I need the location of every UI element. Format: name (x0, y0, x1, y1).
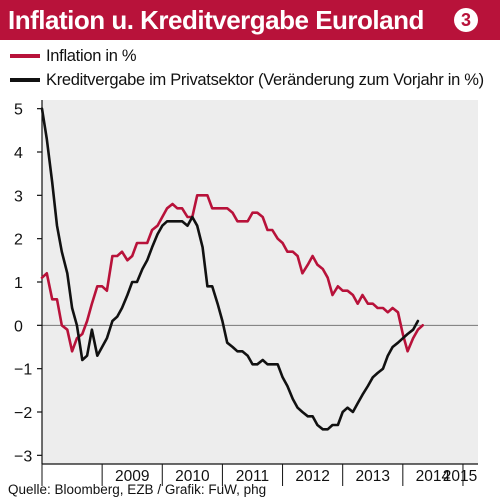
source-note: Quelle: Bloomberg, EZB / Grafik: FuW, ph… (8, 482, 267, 497)
legend-label-inflation: Inflation in % (46, 46, 137, 65)
x-tick-label: 2011 (236, 468, 269, 485)
x-tick-label: 2010 (175, 468, 210, 485)
y-tick-label: 4 (14, 145, 23, 162)
x-tick-label: 2013 (356, 468, 390, 485)
legend-item-inflation: Inflation in % (10, 45, 137, 67)
legend-swatch-credit (10, 78, 40, 82)
legend-item-credit: Kreditvergabe im Privatsektor (Veränderu… (10, 69, 484, 91)
chart-number-badge: 3 (454, 8, 478, 32)
plot-area (42, 100, 478, 464)
x-tick-label: 2015 (443, 468, 477, 485)
series-line-credit (40, 107, 420, 431)
x-tick-label: 2009 (115, 468, 149, 485)
y-tick-label: 1 (14, 275, 23, 292)
chart-title: Inflation u. Kreditvergabe Euroland (8, 5, 424, 35)
title-bar: Inflation u. Kreditvergabe Euroland 3 (0, 0, 500, 40)
y-tick-label: −1 (14, 362, 32, 379)
x-tick-label: 2012 (295, 468, 329, 485)
y-tick-label: 3 (14, 188, 23, 205)
legend-label-credit: Kreditvergabe im Privatsektor (Veränderu… (46, 70, 484, 89)
y-tick-label: 0 (14, 318, 23, 335)
y-tick-label: −3 (14, 448, 32, 465)
y-tick-label: −2 (14, 405, 32, 422)
legend-swatch-inflation (10, 54, 40, 58)
y-tick-label: 2 (14, 232, 23, 249)
x-tick-label: 2014 (416, 468, 451, 485)
y-tick-label: 5 (14, 102, 23, 119)
series-line-inflation (40, 194, 424, 353)
